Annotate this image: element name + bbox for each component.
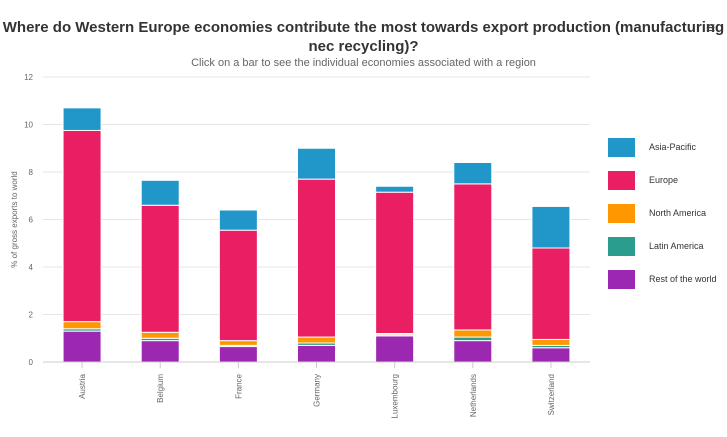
bar-segment[interactable] [218,340,258,346]
legend-item[interactable]: Europe [608,170,717,190]
bar-segment[interactable] [375,335,415,363]
bar-segment[interactable] [62,321,102,330]
bar-segment[interactable] [218,229,258,342]
legend-swatch [608,269,635,289]
x-tick-label: Netherlands [469,374,478,417]
chart-legend: Asia-Pacific Europe North America Latin Ame… [608,137,717,302]
legend-swatch [608,170,635,190]
bar-segment[interactable] [453,162,493,185]
bar-segment[interactable] [531,338,571,346]
bar-segment[interactable] [375,185,415,193]
bar-segment[interactable] [218,346,258,363]
y-tick-label: 2 [29,311,34,320]
bar-segment[interactable] [453,340,493,363]
bar-segment[interactable] [531,347,571,363]
legend-swatch [608,203,635,223]
bar-segment[interactable] [297,336,336,344]
legend-label: North America [649,208,707,218]
x-tick-label: Germany [313,374,322,407]
legend-label: Rest of the world [649,274,717,284]
bar-segment[interactable] [140,179,180,206]
y-tick-label: 0 [29,358,34,367]
hamburger-menu-icon[interactable]: ≡ [706,20,716,37]
chart-subtitle: Click on a bar to see the individual eco… [191,57,536,69]
y-tick-label: 8 [29,168,34,177]
chart-title: Where do Western Europe economies contri… [2,19,725,55]
legend-swatch [608,137,635,157]
x-tick-label: Belgium [156,374,165,403]
y-tick-label: 12 [24,73,33,82]
bar-segment[interactable] [531,205,571,249]
bar-segment[interactable] [140,340,180,363]
bar-segment[interactable] [140,204,180,333]
bar-segment[interactable] [453,336,493,342]
bar-segment[interactable] [62,330,102,363]
x-tick-label: Austria [78,373,87,398]
bar-segment[interactable] [531,247,571,340]
y-tick-label: 4 [29,263,34,272]
bar-segment[interactable] [218,209,258,231]
legend-item[interactable]: North America [608,203,717,223]
y-tick-label: 6 [29,216,34,225]
bar-segment[interactable] [140,331,180,339]
y-tick-label: 10 [24,121,33,130]
legend-label: Latin America [649,241,704,251]
legend-label: Asia-Pacific [649,142,697,152]
legend-swatch [608,236,635,256]
bar-segment[interactable] [375,191,415,334]
bar-segment[interactable] [62,107,102,131]
x-tick-label: Luxembourg [391,374,400,418]
legend-item[interactable]: Asia-Pacific [608,137,717,157]
x-tick-label: Switzerland [547,374,556,415]
legend-label: Europe [649,175,679,185]
bar-segment[interactable] [453,329,493,338]
bar-segment[interactable] [297,147,336,180]
x-tick-label: France [234,373,243,398]
bar-segment[interactable] [453,183,493,331]
legend-item[interactable]: Latin America [608,236,717,256]
legend-item[interactable]: Rest of the world [608,269,717,289]
bar-segment[interactable] [297,344,336,363]
bar-segment[interactable] [297,178,336,338]
bar-segment[interactable] [62,129,102,323]
y-axis-title: % of gross exports to world [10,171,19,267]
